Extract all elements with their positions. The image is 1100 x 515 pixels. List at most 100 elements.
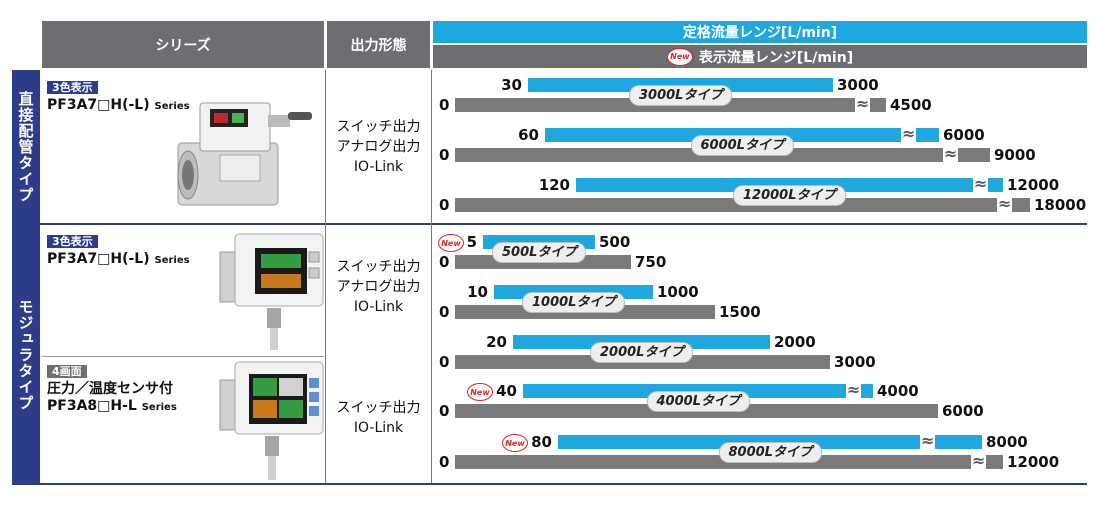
- group-direct-piping: 直接配管タイプ: [12, 70, 40, 223]
- display-bar-6: [455, 355, 830, 369]
- rated-min-label-6: 20: [486, 333, 507, 351]
- rated-bar-3: [576, 178, 1003, 192]
- column-line-2: [431, 70, 432, 483]
- output-io-link: IO-Link: [353, 420, 404, 436]
- rated-min-label-3: 120: [538, 176, 570, 194]
- product-3-series: PF3A8□H-L Series: [47, 398, 177, 416]
- product-1-model: PF3A7□H(-L): [47, 97, 150, 113]
- rated-min-label-5: 10: [467, 283, 488, 301]
- product-3: 4画面 圧力／温度センサ付 PF3A8□H-L Series: [47, 360, 177, 416]
- rated-max-label-2: 6000: [943, 126, 985, 144]
- rated-max-label-8: 8000: [986, 433, 1028, 451]
- rated-break-mark-3: ≈: [973, 174, 989, 193]
- rated-bar-1: [528, 78, 833, 92]
- rated-max-label-4: 500: [599, 233, 631, 251]
- new-badge-4: New: [438, 234, 464, 252]
- output-switch: スイッチ出力: [336, 119, 421, 135]
- product-1-series: PF3A7□H(-L) Series: [47, 97, 190, 115]
- group-modular: モジュラタイプ: [12, 225, 40, 484]
- group-modular-label: モジュラタイプ: [16, 298, 35, 411]
- display-max-label-1: 4500: [890, 96, 932, 114]
- display-min-label-2: 0: [439, 146, 450, 164]
- header-display-range: New 表示流量レンジ[L/min]: [433, 45, 1087, 68]
- output-direct: スイッチ出力 アナログ出力 IO-Link: [327, 117, 430, 177]
- output-switch: スイッチ出力: [336, 259, 421, 275]
- header-series-label: シリーズ: [155, 37, 211, 54]
- rated-min-label-7: 40: [496, 382, 517, 400]
- header-display-label: 表示流量レンジ[L/min]: [698, 49, 854, 66]
- flow-switch-modular-image-1: [219, 233, 324, 350]
- rated-bar-8: [558, 435, 982, 449]
- rated-max-label-7: 4000: [877, 382, 919, 400]
- product-2-model: PF3A7□H(-L): [47, 251, 150, 267]
- product-3-model: PF3A8□H-L: [47, 398, 137, 414]
- rated-bar-2: [545, 128, 939, 142]
- rated-min-label-1: 30: [501, 76, 522, 94]
- display-max-label-7: 6000: [942, 402, 984, 420]
- display-min-label-6: 0: [439, 353, 450, 371]
- product-3-series-word: Series: [141, 402, 177, 413]
- type-label-6: 2000Lタイプ: [591, 343, 693, 362]
- rated-min-label-4: 5: [466, 233, 477, 251]
- rated-break-mark-8: ≈: [920, 431, 936, 450]
- display-max-label-5: 1500: [719, 303, 761, 321]
- new-badge-7: New: [467, 383, 493, 401]
- type-label-1: 3000Lタイプ: [630, 86, 732, 105]
- divider-bottom: [12, 483, 1087, 485]
- rated-min-label-8: 80: [531, 433, 552, 451]
- display-min-label-1: 0: [439, 96, 450, 114]
- product-2: 3色表示 PF3A7□H(-L) Series: [47, 230, 190, 269]
- display-break-mark-1: ≈: [855, 94, 871, 113]
- type-label-4: 500Lタイプ: [493, 243, 586, 262]
- display-bar-7: [455, 404, 938, 418]
- product-1-series-word: Series: [154, 101, 190, 112]
- product-3-badge: 4画面: [47, 365, 87, 378]
- new-badge-8: New: [502, 434, 528, 452]
- output-switch: スイッチ出力: [336, 400, 421, 416]
- display-max-label-4: 750: [635, 253, 667, 271]
- type-label-8: 8000Lタイプ: [719, 443, 821, 462]
- output-modular-2: スイッチ出力 IO-Link: [327, 398, 430, 438]
- display-min-label-4: 0: [439, 253, 450, 271]
- rated-max-label-5: 1000: [657, 283, 699, 301]
- display-min-label-8: 0: [439, 453, 450, 471]
- display-min-label-5: 0: [439, 303, 450, 321]
- column-line-1: [325, 70, 326, 483]
- product-2-series: PF3A7□H(-L) Series: [47, 251, 190, 269]
- display-bar-3: [455, 198, 1030, 212]
- product-2-series-word: Series: [154, 255, 190, 266]
- type-label-3: 12000Lタイプ: [734, 186, 845, 205]
- display-max-label-3: 18000: [1034, 196, 1087, 214]
- rated-max-label-6: 2000: [774, 333, 816, 351]
- flow-switch-direct-image: [177, 102, 312, 206]
- header-rated-label: 定格流量レンジ[L/min]: [682, 25, 838, 41]
- rated-max-label-3: 12000: [1007, 176, 1060, 194]
- product-3-feature: 圧力／温度センサ付: [47, 381, 173, 397]
- header-rated-range: 定格流量レンジ[L/min]: [433, 21, 1087, 43]
- type-label-7: 4000Lタイプ: [647, 392, 749, 411]
- output-io-link: IO-Link: [353, 299, 404, 315]
- rated-max-label-1: 3000: [837, 76, 879, 94]
- header-output-label: 出力形態: [350, 37, 407, 54]
- rated-break-mark-2: ≈: [901, 124, 917, 143]
- type-label-2: 6000Lタイプ: [691, 136, 793, 155]
- rated-bar-7: [523, 384, 873, 398]
- output-modular-1: スイッチ出力 アナログ出力 IO-Link: [327, 257, 430, 317]
- display-break-mark-2: ≈: [943, 144, 959, 163]
- type-label-5: 1000Lタイプ: [523, 293, 625, 312]
- display-max-label-8: 12000: [1007, 453, 1060, 471]
- display-break-mark-3: ≈: [997, 194, 1013, 213]
- display-break-mark-8: ≈: [971, 451, 987, 470]
- product-2-badge: 3色表示: [47, 235, 98, 248]
- rated-min-label-2: 60: [518, 126, 539, 144]
- header-series: シリーズ: [42, 21, 324, 68]
- display-max-label-2: 9000: [994, 146, 1036, 164]
- group-direct-label: 直接配管タイプ: [16, 90, 35, 203]
- display-bar-2: [455, 148, 990, 162]
- rated-break-mark-7: ≈: [846, 380, 862, 399]
- new-badge: New: [666, 47, 693, 66]
- header-output: 出力形態: [327, 21, 430, 68]
- display-bar-8: [455, 455, 1003, 469]
- display-bar-1: [455, 98, 886, 112]
- divider-groups: [12, 223, 1087, 225]
